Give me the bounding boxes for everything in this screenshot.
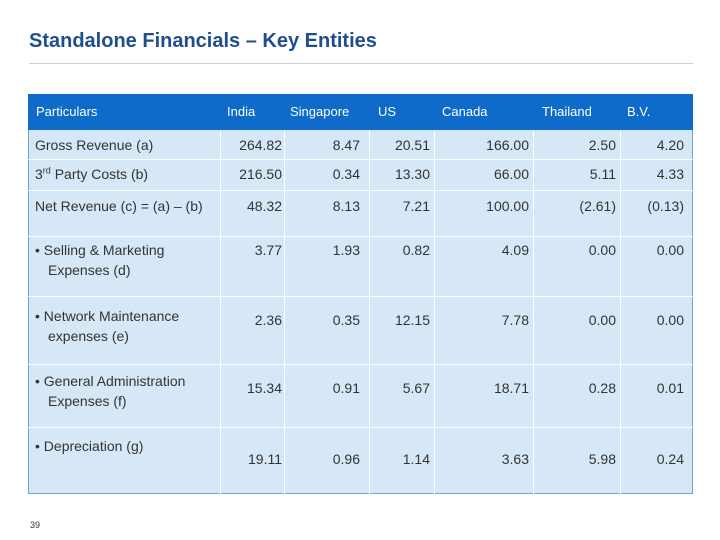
cell-depreciation-bv: 0.24: [656, 451, 684, 467]
header-particulars: Particulars: [36, 104, 98, 119]
row-label-net-revenue: Net Revenue (c) = (a) – (b): [35, 198, 203, 214]
row-label-third-party-costs: 3rd Party Costs (b): [35, 165, 149, 182]
row-label-selling-marketing: • Selling & Marketing Expenses (d): [35, 242, 165, 278]
cell-net-revenue-bv: (0.13): [647, 198, 684, 214]
cell-third-party-costs-canada: 66.00: [493, 166, 529, 182]
cell-net-revenue-us: 7.21: [402, 198, 430, 214]
cell-network-maintenance-canada: 7.78: [501, 312, 529, 328]
cell-selling-marketing-bv: 0.00: [656, 242, 684, 258]
cell-depreciation-canada: 3.63: [501, 451, 529, 467]
row-label-depreciation: • Depreciation (g): [35, 438, 144, 454]
cell-third-party-costs-thailand: 5.11: [589, 166, 616, 182]
header-bv: B.V.: [627, 104, 651, 119]
cell-selling-marketing-canada: 4.09: [501, 242, 529, 258]
header-canada: Canada: [442, 104, 488, 119]
cell-general-administration-bv: 0.01: [656, 380, 684, 396]
cell-network-maintenance-thailand: 0.00: [588, 312, 616, 328]
column-divider: [620, 130, 621, 494]
cell-general-administration-canada: 18.71: [493, 380, 529, 396]
header-thailand: Thailand: [542, 104, 592, 119]
column-divider: [284, 130, 285, 494]
header-us: US: [378, 104, 397, 119]
column-divider: [434, 130, 435, 494]
cell-gross-revenue-thailand: 2.50: [588, 137, 616, 153]
cell-general-administration-thailand: 0.28: [588, 380, 616, 396]
cell-gross-revenue-bv: 4.20: [656, 137, 684, 153]
cell-network-maintenance-us: 12.15: [394, 312, 430, 328]
row-divider: [28, 190, 693, 191]
page-title: Standalone Financials – Key Entities: [29, 30, 377, 52]
cell-gross-revenue-canada: 166.00: [486, 137, 529, 153]
cell-network-maintenance-bv: 0.00: [656, 312, 684, 328]
cell-net-revenue-singapore: 8.13: [332, 198, 360, 214]
cell-third-party-costs-india: 216.50: [239, 166, 282, 182]
cell-depreciation-singapore: 0.96: [332, 451, 360, 467]
column-divider: [533, 130, 534, 494]
cell-selling-marketing-india: 3.77: [254, 242, 282, 258]
cell-network-maintenance-singapore: 0.35: [332, 312, 360, 328]
cell-depreciation-us: 1.14: [402, 451, 430, 467]
row-divider: [28, 159, 693, 160]
row-label-gross-revenue: Gross Revenue (a): [35, 137, 154, 153]
row-divider: [28, 427, 693, 428]
cell-net-revenue-thailand: (2.61): [579, 198, 616, 214]
cell-general-administration-singapore: 0.91: [332, 380, 360, 396]
cell-selling-marketing-singapore: 1.93: [332, 242, 360, 258]
row-divider: [28, 364, 693, 365]
column-divider: [220, 130, 221, 494]
row-divider: [28, 296, 693, 297]
cell-gross-revenue-india: 264.82: [239, 137, 282, 153]
header-india: India: [227, 104, 256, 119]
cell-network-maintenance-india: 2.36: [254, 312, 282, 328]
cell-depreciation-thailand: 5.98: [588, 451, 616, 467]
page-number: 39: [30, 520, 41, 530]
cell-gross-revenue-singapore: 8.47: [332, 137, 360, 153]
cell-gross-revenue-us: 20.51: [394, 137, 430, 153]
cell-depreciation-india: 19.11: [248, 451, 282, 467]
row-divider: [28, 236, 693, 237]
row-label-general-administration: • General Administration Expenses (f): [35, 373, 186, 409]
cell-general-administration-us: 5.67: [402, 380, 430, 396]
cell-selling-marketing-thailand: 0.00: [588, 242, 616, 258]
cell-net-revenue-india: 48.32: [246, 198, 282, 214]
cell-third-party-costs-singapore: 0.34: [332, 166, 360, 182]
title-divider: [29, 63, 693, 64]
row-label-network-maintenance: • Network Maintenance expenses (e): [35, 308, 180, 344]
cell-net-revenue-canada: 100.00: [486, 198, 529, 214]
cell-general-administration-india: 15.34: [246, 380, 282, 396]
column-divider: [369, 130, 370, 494]
cell-selling-marketing-us: 0.82: [402, 242, 430, 258]
header-singapore: Singapore: [290, 104, 350, 119]
cell-third-party-costs-us: 13.30: [394, 166, 430, 182]
cell-third-party-costs-bv: 4.33: [656, 166, 684, 182]
table-header: [28, 94, 693, 130]
